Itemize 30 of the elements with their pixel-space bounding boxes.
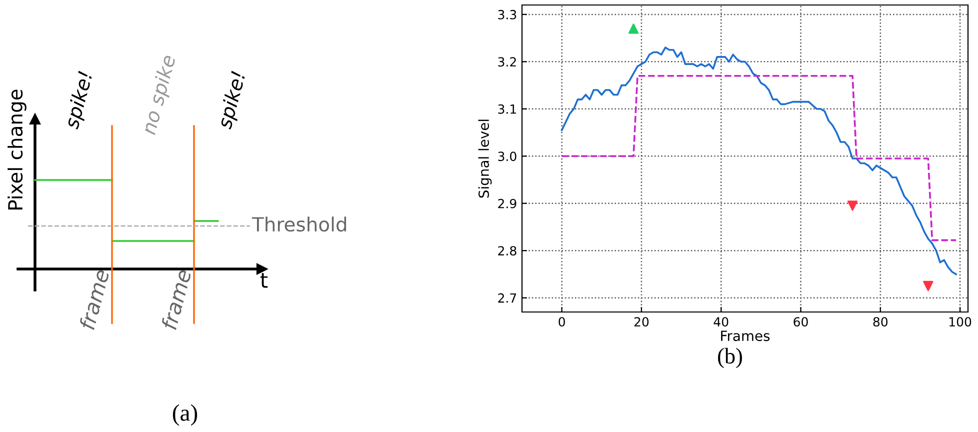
text: spike! (63, 70, 96, 131)
x-tick-label: 80 (873, 317, 888, 327)
point (628, 24, 639, 34)
y-tick-label: 3.3 (498, 10, 516, 20)
line-series (560, 46, 957, 276)
text: t (260, 273, 268, 288)
x-axis-title: Frames (721, 330, 770, 342)
x-tick-label: 20 (634, 317, 649, 327)
text: no spike (140, 54, 180, 136)
y-axis-title: Signal level (478, 120, 492, 198)
x-tick-label: 60 (794, 317, 808, 327)
x-tick-label: 100 (949, 317, 972, 327)
x-tick-label: 40 (714, 317, 728, 327)
text: frame (160, 268, 192, 330)
y-tick-label: 2.8 (498, 246, 516, 256)
text: frame (78, 268, 110, 330)
text: Pixel change (8, 90, 26, 210)
y-tick-label: 2.9 (498, 198, 516, 208)
y-tick-label: 3.0 (498, 152, 516, 162)
y-tick-label: 3.2 (498, 57, 516, 67)
text: (b) (718, 348, 742, 368)
y-tick-label: 3.1 (498, 104, 516, 114)
text: Threshold (252, 216, 346, 232)
x-tick-label: 0 (558, 317, 565, 327)
text: spike! (216, 70, 250, 131)
text: (a) (172, 404, 198, 426)
line-series (560, 74, 957, 242)
point (923, 280, 934, 292)
point (847, 200, 858, 211)
y-tick-label: 2.7 (498, 293, 516, 303)
